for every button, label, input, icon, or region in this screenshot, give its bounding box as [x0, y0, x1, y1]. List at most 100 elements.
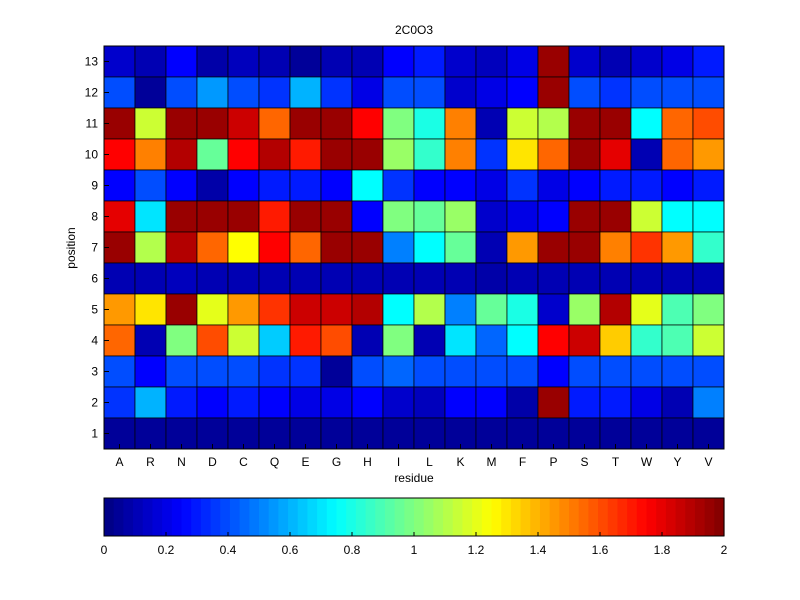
heatmap-cell — [661, 262, 694, 295]
heatmap-cell — [165, 293, 198, 326]
colorbar-segment — [530, 498, 541, 536]
heatmap-cell — [661, 76, 694, 109]
heatmap-cell — [320, 417, 353, 450]
x-tick-label: H — [363, 455, 372, 469]
heatmap-cell — [320, 262, 353, 295]
heatmap-cell — [165, 76, 198, 109]
heatmap-cell — [506, 324, 539, 357]
heatmap-cell — [134, 293, 167, 326]
heatmap-cell — [661, 417, 694, 450]
colorbar-tick-label: 1.4 — [530, 543, 547, 557]
heatmap-cell — [692, 76, 725, 109]
heatmap-cell — [413, 355, 446, 388]
colorbar-segment — [210, 498, 221, 536]
heatmap-cell — [506, 200, 539, 233]
heatmap-cell — [568, 386, 601, 419]
heatmap-cell — [382, 169, 415, 202]
heatmap-cell — [258, 76, 291, 109]
colorbar-segment — [520, 498, 531, 536]
heatmap-cell — [413, 107, 446, 140]
heatmap-cell — [475, 293, 508, 326]
colorbar-tick-label: 0.4 — [220, 543, 237, 557]
heatmap-cell — [196, 231, 229, 264]
heatmap-cell — [320, 200, 353, 233]
heatmap-cell — [351, 107, 384, 140]
heatmap-cell — [351, 355, 384, 388]
heatmap-cell — [165, 45, 198, 78]
colorbar-tick-label: 1.2 — [468, 543, 485, 557]
heatmap-cell — [630, 262, 663, 295]
heatmap-cell — [537, 293, 570, 326]
heatmap-cell — [475, 324, 508, 357]
heatmap-cell — [692, 200, 725, 233]
colorbar-segment — [171, 498, 183, 536]
colorbar-segment — [384, 498, 396, 536]
heatmap-cell — [537, 169, 570, 202]
heatmap-cell — [475, 76, 508, 109]
heatmap-cell — [599, 293, 632, 326]
heatmap-cell — [444, 386, 477, 419]
heatmap-cell — [196, 293, 229, 326]
heatmap-cell — [661, 138, 694, 171]
heatmap-cell — [630, 45, 663, 78]
heatmap-cell — [506, 45, 539, 78]
colorbar-segment — [278, 498, 289, 536]
heatmap-cell — [227, 76, 260, 109]
colorbar-segment — [375, 498, 386, 536]
x-tick-label: D — [208, 455, 217, 469]
heatmap-cell — [382, 200, 415, 233]
x-tick-label: R — [146, 455, 155, 469]
colorbar-tick-label: 1 — [411, 543, 418, 557]
x-tick-label: V — [704, 455, 712, 469]
heatmap-cell — [692, 45, 725, 78]
heatmap-cell — [692, 138, 725, 171]
colorbar-segment — [113, 498, 124, 536]
x-tick-label: G — [332, 455, 341, 469]
colorbar-segment — [501, 498, 512, 536]
heatmap-cell — [289, 231, 322, 264]
heatmap-cell — [196, 262, 229, 295]
x-tick-label: K — [456, 455, 464, 469]
colorbar-segment — [433, 498, 444, 536]
heatmap-cell — [351, 417, 384, 450]
heatmap-cell — [258, 231, 291, 264]
colorbar-segment — [685, 498, 696, 536]
colorbar-segment — [656, 498, 667, 536]
y-tick-label: 2 — [91, 396, 98, 410]
colorbar-segment — [133, 498, 144, 536]
heatmap-cell — [413, 231, 446, 264]
heatmap-cell — [537, 324, 570, 357]
heatmap-cell — [444, 231, 477, 264]
heatmap-cell — [568, 45, 601, 78]
heatmap-cell — [196, 107, 229, 140]
heatmap-cell — [165, 107, 198, 140]
heatmap-cell — [568, 231, 601, 264]
colorbar-tick-label: 1.6 — [592, 543, 609, 557]
heatmap-cell — [134, 138, 167, 171]
heatmap-cell — [630, 76, 663, 109]
heatmap-cell — [134, 386, 167, 419]
heatmap-cell — [289, 417, 322, 450]
heatmap-cell — [320, 231, 353, 264]
heatmap-cell — [196, 417, 229, 450]
heatmap-cell — [599, 107, 632, 140]
heatmap-cell — [227, 386, 260, 419]
heatmap-cell — [475, 262, 508, 295]
heatmap-cell — [444, 169, 477, 202]
y-axis-label: position — [64, 227, 78, 268]
colorbar-segment — [326, 498, 338, 536]
heatmap-cell — [103, 386, 136, 419]
heatmap-cell — [568, 262, 601, 295]
heatmap-cell — [506, 293, 539, 326]
heatmap-cell — [506, 76, 539, 109]
colorbar-segment — [259, 498, 270, 536]
heatmap-cell — [289, 386, 322, 419]
colorbar-segment — [123, 498, 134, 536]
heatmap-cell — [289, 324, 322, 357]
colorbar-segment — [297, 498, 309, 536]
heatmap-cell — [413, 293, 446, 326]
heatmap-cell — [413, 386, 446, 419]
colorbar-tick-label: 0 — [101, 543, 108, 557]
heatmap-cell — [661, 169, 694, 202]
